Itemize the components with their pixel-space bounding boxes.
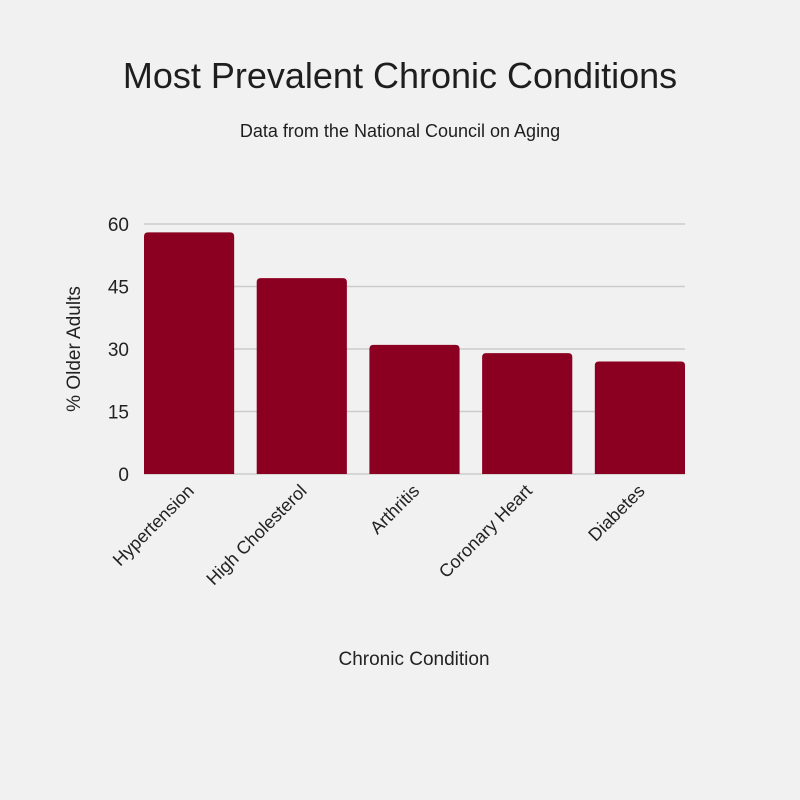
chart-subtitle: Data from the National Council on Aging xyxy=(239,121,561,141)
bar-diabetes[interactable] xyxy=(594,361,685,475)
chart-title: Most Prevalent Chronic Conditions xyxy=(122,55,678,96)
y-tick-label: 60 xyxy=(108,215,129,236)
x-tick-label: Coronary Heart xyxy=(435,481,536,582)
x-axis-label: Chronic Condition xyxy=(338,649,489,670)
x-tick-label: High Cholesterol xyxy=(202,481,310,589)
x-tick-label: Hypertension xyxy=(109,481,198,570)
y-tick-label: 15 xyxy=(108,403,129,424)
bar-coronary-heart[interactable] xyxy=(482,353,573,474)
y-axis-ticks: 0 15 30 45 60 xyxy=(108,215,129,486)
y-tick-label: 45 xyxy=(108,278,129,299)
x-tick-label: Diabetes xyxy=(584,481,648,545)
bar-arthritis[interactable] xyxy=(369,344,460,474)
x-tick-label: Arthritis xyxy=(366,481,423,538)
bar-hypertension[interactable] xyxy=(144,232,235,474)
x-axis-ticks: Hypertension High Cholesterol Arthritis Cor… xyxy=(109,481,649,589)
bar-high-cholesterol[interactable] xyxy=(256,278,347,474)
y-tick-label: 30 xyxy=(108,340,129,361)
y-tick-label: 0 xyxy=(118,465,129,486)
y-axis-label: % Older Adults xyxy=(64,286,85,412)
bars xyxy=(144,232,685,474)
